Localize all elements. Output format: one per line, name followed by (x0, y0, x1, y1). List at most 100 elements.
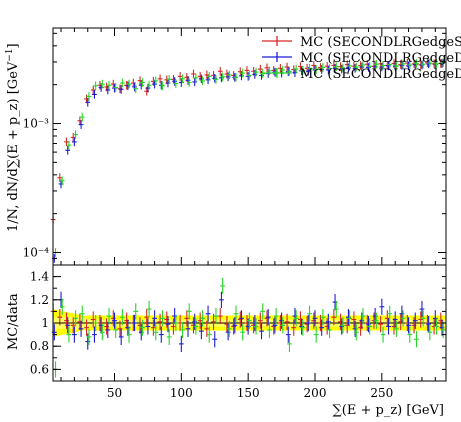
main-point-3-10 (113, 83, 119, 92)
ratio-point-3-31 (253, 318, 259, 335)
ratio-point-3-27 (226, 320, 232, 337)
ratio-point-3-25 (213, 307, 219, 325)
main-series-3 (53, 58, 446, 257)
ratio-point-2-39 (305, 314, 311, 332)
main-point-3-47 (360, 60, 366, 70)
ratio-point-2-26 (219, 291, 224, 308)
main-point-1-26 (217, 66, 223, 76)
ratio-point-1-37 (291, 319, 297, 336)
main-point-1-17 (157, 74, 163, 84)
main-point-3-9 (106, 80, 112, 90)
ratio-point-3-10 (113, 321, 119, 339)
main-point-3-4 (73, 130, 78, 139)
ratio-point-1-43 (331, 309, 337, 326)
ratio-point-2-36 (285, 326, 291, 343)
ratio-series-2 (51, 291, 445, 352)
ratio-point-2-28 (232, 317, 238, 334)
main-y-tick-label-1: 10⁻³ (23, 117, 50, 131)
legend-entry-3: MC (SECONDLRGedgeDi (262, 67, 461, 82)
ratio-point-2-25 (212, 331, 218, 348)
ratio-point-3-56 (420, 310, 426, 327)
legend-label-1: MC (SECONDLRGedgeSi (300, 35, 461, 50)
ratio-point-3-32 (260, 303, 266, 320)
ratio-point-3-8 (99, 324, 105, 341)
ratio-y-tick-label-1: 0.6 (30, 362, 49, 376)
main-point-3-44 (340, 63, 346, 73)
main-point-3-46 (353, 62, 359, 72)
ratio-panel: 0.6 0.8 1 1.2 1.4 50 100 150 200 250 MC/data ∑(E… (6, 264, 447, 418)
ratio-point-2-24 (205, 305, 211, 322)
ratio-point-3-28 (233, 305, 239, 322)
ratio-point-3-37 (293, 310, 299, 327)
main-point-3-16 (153, 76, 159, 86)
ratio-y-tick-label-5: 1.4 (30, 270, 49, 284)
main-y-axis-label: 1/N, dN/d∑(E + p_z) [GeV−1] (5, 43, 21, 232)
main-point-3-33 (267, 66, 272, 76)
ratio-point-3-57 (427, 324, 433, 341)
main-point-2-9 (105, 85, 111, 95)
ratio-point-1-17 (157, 313, 163, 330)
main-point-1-30 (244, 66, 250, 75)
legend-entry-2: MC (SECONDLRGedgeDo (262, 51, 461, 66)
ratio-point-3-17 (160, 310, 165, 327)
main-point-2-7 (92, 90, 97, 99)
x-tick-label-4: 200 (304, 386, 327, 400)
ratio-point-3-14 (140, 319, 145, 336)
main-point-3-59 (440, 58, 446, 68)
ratio-point-3-51 (387, 305, 393, 322)
main-point-2-11 (118, 85, 124, 94)
main-point-3-51 (387, 60, 393, 69)
main-point-3-53 (400, 59, 406, 69)
ratio-point-2-23 (198, 323, 204, 340)
main-point-3-20 (180, 74, 185, 84)
ratio-point-2-11 (118, 328, 124, 346)
ratio-point-2-3 (65, 317, 71, 334)
ratio-point-3-45 (347, 310, 353, 327)
ratio-point-3-19 (173, 314, 179, 332)
ratio-point-3-46 (353, 324, 359, 341)
main-point-1-35 (277, 63, 283, 73)
main-point-3-40 (313, 65, 319, 74)
main-point-1-7 (90, 85, 96, 95)
ratio-point-2-17 (158, 326, 164, 343)
main-point-1-32 (257, 64, 263, 74)
ratio-point-3-59 (440, 321, 446, 339)
ratio-point-2-56 (419, 300, 425, 318)
ratio-point-3-30 (246, 312, 252, 329)
legend-entry-1: MC (SECONDLRGedgeSi (262, 35, 461, 50)
main-point-3-29 (240, 68, 246, 78)
ratio-y-tick-label-4: 1.2 (30, 293, 49, 307)
ratio-point-2-40 (312, 310, 318, 327)
ratio-point-2-41 (319, 319, 325, 336)
ratio-point-2-34 (272, 317, 278, 334)
ratio-point-2-16 (152, 310, 157, 327)
ratio-point-2-9 (105, 321, 111, 339)
main-point-3-50 (380, 61, 386, 70)
main-point-1-36 (284, 62, 290, 72)
main-point-3-13 (133, 84, 139, 94)
ratio-point-3-16 (153, 324, 159, 341)
ratio-point-3-9 (106, 307, 112, 325)
ratio-point-3-35 (280, 317, 286, 334)
main-point-1-14 (137, 76, 143, 85)
ratio-point-3-42 (327, 321, 332, 339)
ratio-point-2-4 (71, 326, 77, 343)
main-point-3-52 (394, 61, 399, 71)
main-point-3-49 (373, 59, 379, 69)
ratio-point-2-7 (92, 326, 97, 343)
ratio-point-2-5 (78, 320, 84, 337)
main-point-1-22 (191, 69, 196, 79)
legend-label-3: MC (SECONDLRGedgeDi (300, 67, 461, 82)
ratio-point-2-54 (406, 317, 411, 334)
ratio-point-3-2 (59, 298, 65, 315)
x-tick-label-2: 100 (170, 386, 193, 400)
main-point-3-36 (287, 66, 292, 76)
main-point-3-42 (327, 64, 332, 74)
main-point-3-43 (333, 62, 339, 71)
ratio-point-3-5 (79, 305, 85, 322)
ratio-point-3-39 (307, 305, 312, 322)
main-point-2-4 (71, 137, 77, 147)
ratio-point-3-55 (414, 331, 419, 348)
ratio-point-3-13 (133, 303, 139, 320)
legend-label-2: MC (SECONDLRGedgeDo (300, 51, 461, 66)
